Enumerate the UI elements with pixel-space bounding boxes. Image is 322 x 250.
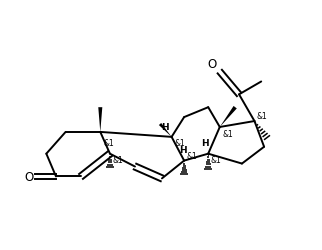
Text: H: H (161, 123, 168, 132)
Polygon shape (98, 108, 102, 132)
Text: &1: &1 (211, 156, 222, 164)
Text: O: O (24, 170, 33, 183)
Text: &1: &1 (222, 129, 233, 138)
Polygon shape (220, 106, 237, 128)
Text: &1: &1 (174, 139, 185, 148)
Text: &1: &1 (257, 112, 268, 121)
Text: O: O (207, 58, 217, 71)
Text: H: H (201, 139, 209, 148)
Text: &1: &1 (103, 138, 114, 147)
Text: H: H (179, 145, 186, 154)
Text: &1: &1 (187, 151, 197, 160)
Polygon shape (159, 124, 172, 137)
Text: &1: &1 (112, 156, 123, 164)
